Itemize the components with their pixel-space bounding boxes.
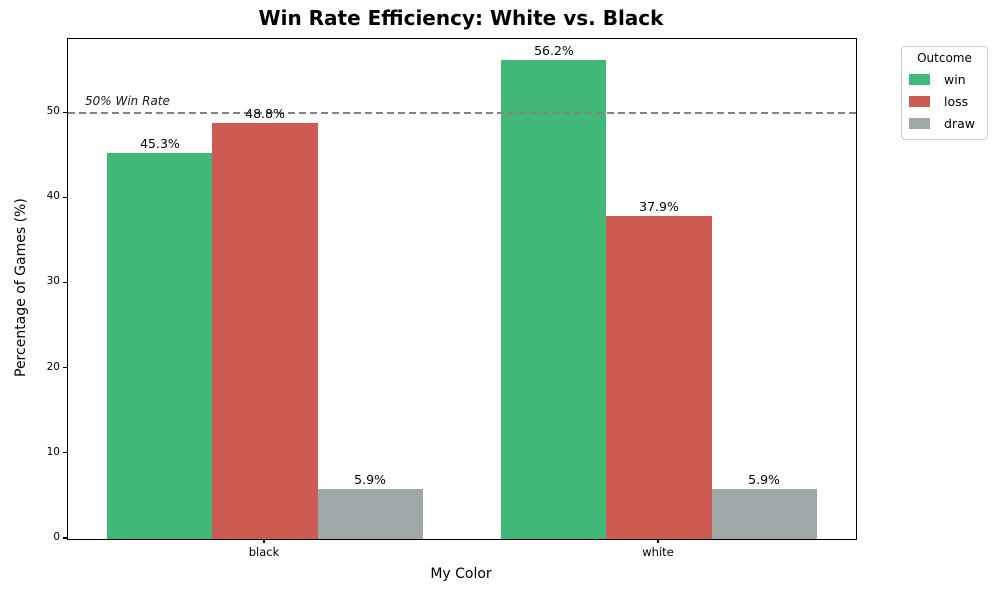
y-tick-mark: [63, 111, 67, 113]
reference-line-50-percent: [68, 112, 856, 115]
y-tick-mark: [63, 452, 67, 454]
reference-line-annotation: 50% Win Rate: [85, 94, 170, 109]
legend-label-loss: loss: [944, 93, 969, 109]
bar-win-white: [501, 60, 607, 539]
bar-value-label: 5.9%: [748, 471, 780, 487]
y-tick-label: 50: [46, 105, 60, 118]
bar-value-label: 5.9%: [354, 471, 386, 487]
bar-loss-black: [212, 123, 318, 539]
y-tick-mark: [63, 196, 67, 198]
plot-area: 50% Win Rate 45.3% 56.2% 48.8% 37.9% 5.9% 5.9…: [67, 38, 857, 540]
y-tick-label: 0: [53, 531, 60, 543]
y-tick-label: 30: [46, 275, 60, 288]
bar-value-label: 48.8%: [245, 106, 285, 122]
legend-label-draw: draw: [944, 115, 975, 131]
bar-value-label: 56.2%: [534, 43, 574, 59]
x-tick-mark: [263, 539, 265, 543]
y-tick-label: 10: [46, 445, 60, 458]
legend-rows: win loss draw: [908, 68, 981, 134]
legend-title: Outcome: [917, 51, 972, 65]
y-tick-mark: [63, 367, 67, 369]
bar-loss-white: [606, 216, 712, 539]
legend-item-loss: loss: [908, 90, 981, 112]
y-tick-label: 20: [46, 360, 60, 373]
legend-swatch-loss: [909, 95, 930, 107]
bar-win-black: [107, 153, 213, 539]
legend-label-win: win: [944, 71, 966, 87]
legend-swatch-win: [909, 73, 930, 85]
y-tick-mark: [63, 281, 67, 284]
x-axis-label: My Color: [430, 566, 492, 582]
bar-draw-black: [317, 488, 423, 539]
x-tick-label-white: white: [642, 545, 674, 559]
x-tick-label-black: black: [248, 545, 280, 559]
chart-title: Win Rate Efficiency: White vs. Black: [258, 6, 664, 30]
legend-swatch-draw: [909, 117, 930, 129]
bar-draw-white: [711, 488, 817, 539]
y-tick-mark: [63, 537, 67, 539]
legend-item-win: win: [908, 68, 981, 90]
y-tick-label: 40: [46, 190, 60, 203]
x-tick-mark: [657, 539, 659, 543]
legend: Outcome win loss draw: [901, 46, 988, 140]
legend-item-draw: draw: [908, 112, 981, 134]
bar-value-label: 45.3%: [140, 136, 180, 152]
bar-value-label: 37.9%: [639, 199, 679, 215]
